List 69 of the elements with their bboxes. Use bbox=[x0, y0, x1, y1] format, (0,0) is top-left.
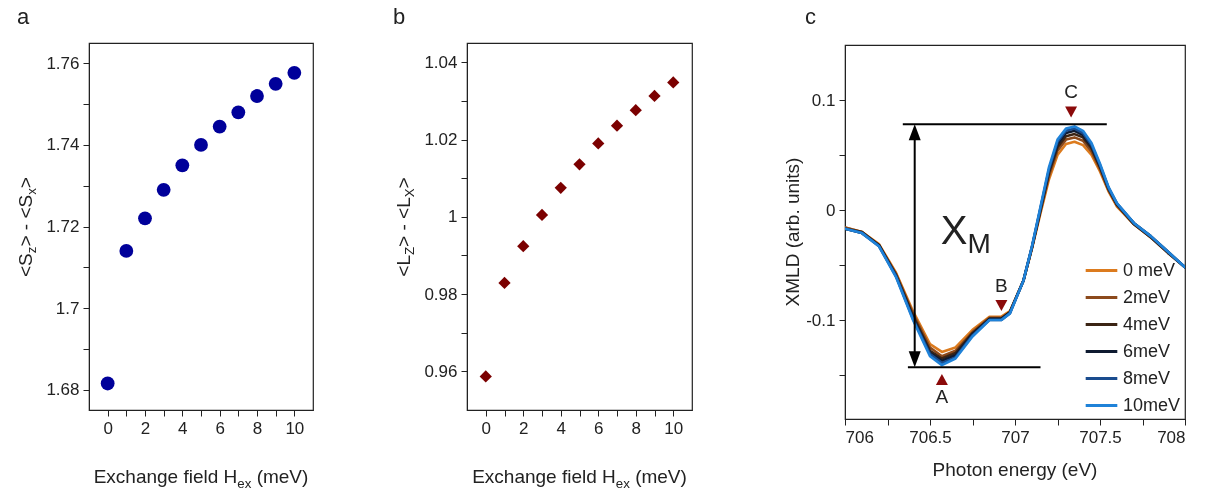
y-tick-label: 1.72 bbox=[46, 217, 80, 236]
x-tick-label: 706.5 bbox=[909, 427, 952, 447]
point bbox=[194, 138, 208, 152]
x-axis-title: Exchange field H$_{ex}$ (meV) bbox=[93, 466, 309, 489]
point bbox=[156, 182, 171, 197]
y-tick-label: 1.68 bbox=[46, 380, 80, 400]
point bbox=[231, 105, 246, 120]
point bbox=[573, 158, 586, 171]
x-tick-label: 0 bbox=[481, 418, 491, 438]
annotation: C bbox=[1064, 81, 1078, 103]
x-tick-label: 6 bbox=[594, 418, 604, 438]
point bbox=[535, 208, 549, 222]
point bbox=[610, 119, 624, 132]
x-axis-title: Photon energy (eV) bbox=[932, 459, 1098, 481]
x-tick-label: 2 bbox=[519, 418, 529, 438]
point bbox=[648, 89, 661, 103]
annotation: X$_{M}$ bbox=[940, 207, 991, 260]
point bbox=[554, 181, 567, 194]
x-axis-title: Exchange field H$_{ex}$ (meV) bbox=[472, 466, 687, 489]
point bbox=[250, 89, 264, 103]
x-tick-label: 706 bbox=[845, 427, 874, 447]
y-tick-label: 1 bbox=[448, 207, 458, 227]
point bbox=[138, 211, 152, 226]
y-tick-label: 1.02 bbox=[424, 130, 458, 150]
point bbox=[212, 119, 227, 134]
x-tick-label: 2 bbox=[140, 418, 151, 438]
x-tick-label: 6 bbox=[215, 418, 225, 438]
y-tick-label: 1.76 bbox=[46, 53, 80, 73]
point bbox=[119, 244, 134, 258]
annotation: A bbox=[935, 386, 949, 408]
x-tick-label: 707.5 bbox=[1079, 427, 1122, 447]
point bbox=[268, 76, 283, 91]
x-tick-label: 8 bbox=[252, 418, 263, 438]
x-tick-label: 4 bbox=[178, 418, 188, 438]
annotation: B bbox=[995, 275, 1008, 296]
legend-label: 10meV bbox=[1123, 394, 1181, 415]
point bbox=[287, 65, 302, 80]
point bbox=[629, 104, 642, 117]
legend-label: 2meV bbox=[1123, 286, 1171, 307]
point bbox=[592, 137, 605, 150]
legend-label: 0 meV bbox=[1123, 259, 1176, 280]
point bbox=[667, 76, 680, 89]
y-tick-label: -0.1 bbox=[806, 310, 836, 330]
y-tick-label: 1.74 bbox=[46, 135, 80, 155]
legend-label: 8meV bbox=[1123, 367, 1171, 388]
x-tick-label: 0 bbox=[103, 418, 113, 438]
point bbox=[498, 276, 511, 290]
y-tick-label: 0 bbox=[826, 200, 836, 220]
x-tick-label: 10 bbox=[285, 418, 305, 438]
point bbox=[175, 158, 190, 173]
chart-title: b bbox=[393, 4, 406, 30]
y-axis-title: XMLD (arb. units) bbox=[782, 157, 804, 307]
x-tick-label: 10 bbox=[664, 418, 684, 438]
point bbox=[479, 370, 492, 383]
point bbox=[100, 376, 115, 391]
y-tick-label: 1.7 bbox=[55, 298, 80, 318]
x-tick-label: 707 bbox=[1001, 427, 1030, 447]
legend-label: 6meV bbox=[1123, 340, 1171, 361]
x-tick-label: 4 bbox=[556, 418, 566, 438]
x-tick-label: 8 bbox=[631, 418, 641, 438]
legend-label: 4meV bbox=[1123, 313, 1171, 334]
x-tick-label: 708 bbox=[1157, 427, 1186, 447]
y-tick-label: 1.04 bbox=[424, 52, 458, 72]
y-tick-label: 0.1 bbox=[811, 90, 836, 110]
point bbox=[517, 240, 530, 253]
y-tick-label: 0.96 bbox=[424, 361, 458, 381]
y-tick-label: 0.98 bbox=[424, 284, 458, 304]
chart-title: c bbox=[805, 4, 816, 30]
chart-title: a bbox=[17, 4, 30, 30]
